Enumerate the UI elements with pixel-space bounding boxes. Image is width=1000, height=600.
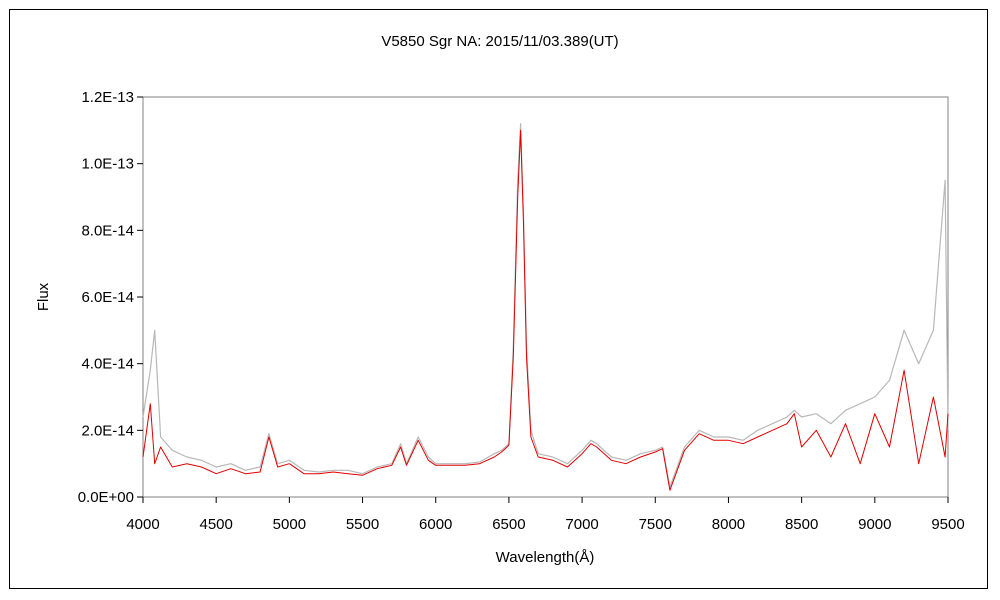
y-tick-label: 8.0E-14	[81, 222, 134, 239]
x-tick-label: 5500	[346, 516, 379, 533]
plot-area	[142, 96, 949, 498]
y-tick-label: 0.0E+00	[78, 489, 134, 506]
y-axis-label: Flux	[35, 282, 52, 311]
x-tick-label: 7000	[565, 516, 598, 533]
y-tick-label: 1.0E-13	[81, 156, 134, 173]
x-tick-label: 9000	[858, 516, 891, 533]
chart-title: V5850 Sgr NA: 2015/11/03.389(UT)	[381, 33, 618, 50]
series-group	[142, 123, 949, 491]
y-tick-label: 2.0E-14	[81, 422, 134, 439]
x-tick-label: 6500	[492, 516, 525, 533]
chart-frame	[9, 9, 988, 589]
x-tick-label: 5000	[273, 516, 306, 533]
y-tick-label: 1.2E-13	[81, 89, 134, 106]
x-axis-label: Wavelength(Å)	[496, 549, 595, 566]
x-tick-label: 8500	[785, 516, 818, 533]
series-line-raw	[142, 123, 949, 488]
x-tick-label: 4500	[199, 516, 232, 533]
x-tick-label: 9500	[931, 516, 964, 533]
x-tick-label: 8000	[712, 516, 745, 533]
series-line-smoothed	[142, 129, 949, 491]
x-tick-label: 7500	[639, 516, 672, 533]
y-tick-label: 6.0E-14	[81, 289, 134, 306]
x-tick-label: 4000	[126, 516, 159, 533]
y-axis-ticks: 0.0E+00 2.0E-14 4.0E-14 6.0E-14 8.0E-14 1.0E-…	[78, 89, 143, 506]
x-tick-label: 6000	[419, 516, 452, 533]
x-axis-ticks: 4000 4500 5000 5500 6000 6500 7000 7500 8000 8500…	[126, 497, 965, 533]
y-tick-label: 4.0E-14	[81, 356, 134, 373]
